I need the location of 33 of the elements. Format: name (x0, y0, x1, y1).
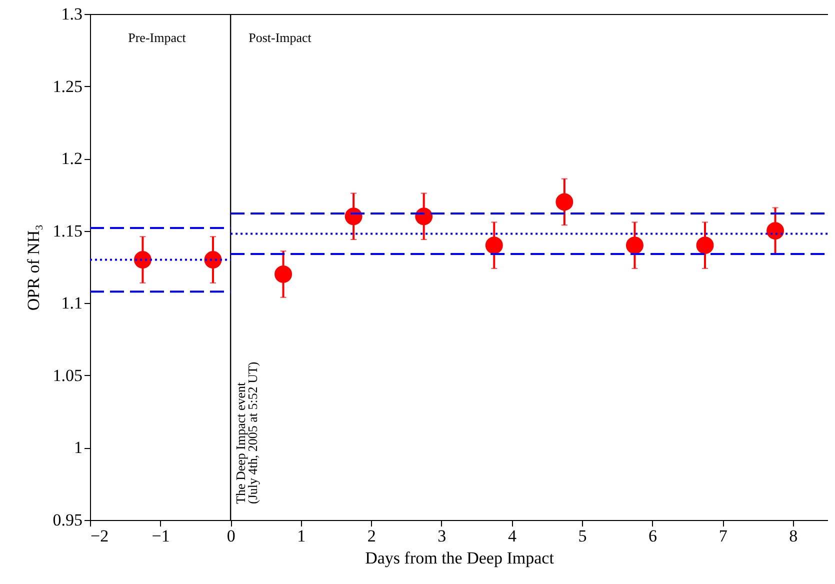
x-tick-label: −1 (152, 526, 170, 546)
annotation: Pre-Impact (128, 30, 186, 45)
y-tick-label: 1.05 (52, 366, 82, 385)
point (415, 208, 433, 226)
y-tick-label: 0.95 (52, 510, 82, 530)
y-tick-label: 1.15 (52, 221, 82, 240)
x-tick-label: 2 (367, 526, 376, 546)
x-tick-label: 3 (438, 526, 446, 546)
point (626, 236, 644, 254)
x-tick-label: 4 (508, 526, 517, 546)
point (485, 236, 503, 254)
annotation: The Deep Impact event (233, 382, 248, 504)
x-tick-label: 5 (578, 526, 587, 546)
y-tick-label: 1.25 (52, 76, 82, 96)
x-tick-label: 8 (789, 526, 798, 546)
x-tick-label: 6 (648, 526, 658, 546)
x-axis-title: Days from the Deep Impact (365, 548, 554, 568)
point (766, 222, 784, 240)
point (134, 251, 152, 268)
y-tick-label: 1 (74, 438, 82, 458)
point (204, 251, 222, 268)
x-tick-label: 1 (297, 526, 306, 546)
y-tick-label: 1.2 (61, 149, 82, 168)
point (274, 266, 292, 283)
x-tick-label: 0 (226, 526, 236, 546)
point (556, 193, 574, 211)
annotation: Post-Impact (248, 30, 312, 45)
point (696, 236, 714, 254)
y-tick-label: 1.3 (61, 4, 82, 24)
y-axis-title: OPR of NH₃ (24, 224, 43, 311)
x-tick-label: −2 (90, 526, 109, 546)
x-tick-label: 7 (718, 526, 728, 546)
y-tick-label: 1.1 (61, 294, 82, 313)
